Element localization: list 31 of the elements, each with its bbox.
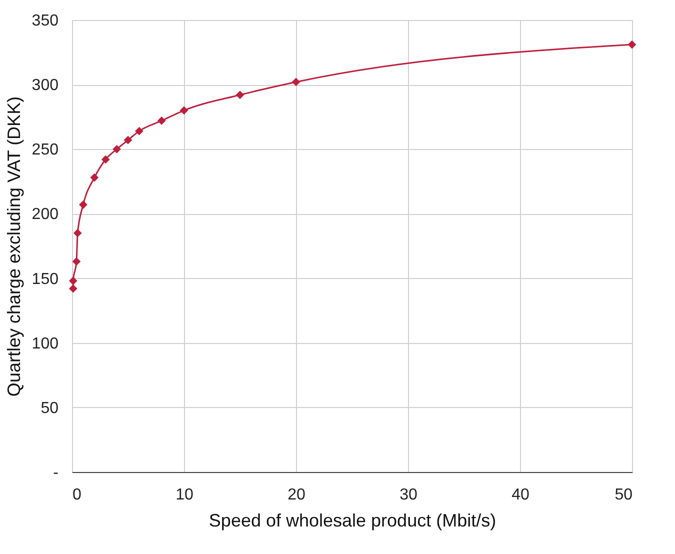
point — [112, 144, 121, 154]
point — [135, 126, 144, 136]
point — [292, 78, 300, 86]
x-axis-title: Speed of wholesale product (Mbit/s) — [208, 510, 496, 530]
point — [124, 136, 132, 144]
point — [157, 116, 166, 125]
x-tick-label: 50 — [614, 486, 633, 504]
point — [68, 284, 78, 293]
x-tick-label: 20 — [288, 486, 306, 504]
point — [90, 173, 99, 182]
y-tick-label: 100 — [32, 335, 59, 352]
point — [236, 90, 244, 100]
x-tick-label: 30 — [400, 486, 418, 504]
y-tick-label: 250 — [32, 142, 59, 159]
y-tick-label: 350 — [32, 12, 59, 30]
x-tick-label: 0 — [72, 486, 82, 504]
point — [73, 228, 82, 238]
point — [180, 106, 188, 115]
y-tick-label: 50 — [40, 400, 59, 417]
point — [79, 200, 88, 209]
point — [68, 276, 78, 286]
point — [628, 40, 636, 49]
point — [101, 155, 110, 164]
x-tick-label: 40 — [512, 486, 530, 504]
y-tick-label: - — [53, 464, 58, 482]
point — [72, 257, 81, 266]
y-tick-label: 200 — [32, 206, 59, 224]
y-tick-label: 150 — [32, 270, 59, 288]
y-tick-label: 300 — [32, 77, 59, 94]
x-tick-label: 10 — [176, 486, 194, 504]
y-axis-title: Quartley charge excluding VAT (DKK) — [4, 96, 24, 397]
